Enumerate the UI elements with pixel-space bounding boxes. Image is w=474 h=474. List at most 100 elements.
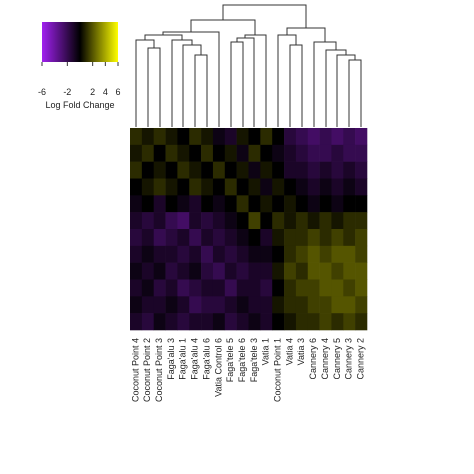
heatmap-cell	[224, 212, 237, 230]
column-label: Faga'alu 6	[201, 338, 211, 380]
heatmap-cell	[295, 262, 309, 280]
column-label: Faga'alu 4	[190, 338, 200, 380]
heatmap-cell	[319, 195, 332, 213]
heatmap-cell	[236, 279, 249, 297]
heatmap-cell	[224, 178, 237, 196]
heatmap-cell	[331, 296, 344, 314]
heatmap-cell	[130, 313, 143, 331]
legend-title: Log Fold Change	[45, 100, 114, 110]
heatmap-cell	[153, 178, 166, 196]
heatmap-cell	[260, 128, 273, 146]
heatmap-cell	[153, 144, 166, 162]
key-tick-label: 6	[115, 87, 120, 97]
heatmap-cell	[177, 229, 190, 247]
key-tick-label: -2	[63, 87, 71, 97]
heatmap-cell	[319, 128, 332, 146]
heatmap-cell	[130, 262, 143, 280]
heatmap-cell	[212, 144, 226, 162]
heatmap-cell	[224, 229, 237, 247]
column-label: Cannery 5	[332, 338, 342, 380]
heatmap-cell	[331, 313, 344, 331]
heatmap-cell	[319, 229, 332, 247]
heatmap-cell	[177, 178, 190, 196]
column-label: Cannery 4	[320, 338, 330, 380]
column-label: Coconut Point 2	[142, 338, 152, 402]
heatmap-cell	[153, 161, 166, 179]
heatmap-cell	[248, 296, 261, 314]
heatmap-cell	[224, 313, 237, 331]
heatmap-cell	[177, 212, 190, 230]
heatmap-cell	[260, 144, 273, 162]
heatmap-cell	[130, 128, 143, 146]
heatmap-cell	[284, 144, 297, 162]
column-label: Vatia 4	[284, 338, 294, 365]
heatmap-cell	[319, 144, 332, 162]
heatmap-cell	[343, 245, 356, 263]
heatmap-cell	[236, 229, 249, 247]
heatmap-cell	[260, 296, 273, 314]
heatmap-cell	[130, 161, 143, 179]
heatmap-cell	[141, 161, 154, 179]
heatmap-cell	[130, 212, 143, 230]
heatmap-cell	[295, 313, 309, 331]
heatmap-cell	[272, 128, 285, 146]
heatmap-cell	[272, 161, 285, 179]
heatmap-cell	[141, 212, 154, 230]
heatmap-cell	[248, 262, 261, 280]
heatmap-cell	[248, 279, 261, 297]
heatmap-cell	[212, 296, 226, 314]
column-label: Cannery 3	[344, 338, 354, 380]
heatmap-cell	[248, 195, 261, 213]
heatmap-cell	[236, 245, 249, 263]
heatmap-cell	[201, 279, 214, 297]
heatmap-cell	[331, 128, 344, 146]
heatmap-cell	[130, 144, 143, 162]
heatmap-cell	[201, 245, 214, 263]
heatmap-cell	[224, 296, 237, 314]
heatmap-cell	[248, 245, 261, 263]
heatmap-cell	[355, 262, 368, 280]
column-label: Cannery 6	[308, 338, 318, 380]
column-label: Coconut Point 4	[130, 338, 140, 402]
heatmap-cell	[224, 161, 237, 179]
heatmap-cell	[201, 313, 214, 331]
heatmap-cell	[165, 262, 178, 280]
column-label: Faga'tele 6	[237, 338, 247, 382]
heatmap-cell	[141, 128, 154, 146]
heatmap-cell	[295, 195, 309, 213]
heatmap-cell	[260, 195, 273, 213]
heatmap-cell	[141, 144, 154, 162]
heatmap-cell	[284, 195, 297, 213]
heatmap-cell	[343, 279, 356, 297]
heatmap-cell	[295, 212, 309, 230]
heatmap-cell	[331, 229, 344, 247]
heatmap-cell	[189, 313, 202, 331]
heatmap-cell	[331, 212, 344, 230]
heatmap-cell	[165, 128, 178, 146]
heatmap-cell	[224, 262, 237, 280]
heatmap-cell	[201, 262, 214, 280]
heatmap-cell	[165, 195, 178, 213]
heatmap-cell	[260, 229, 273, 247]
column-label: Coconut Point 3	[154, 338, 164, 402]
heatmap-cell	[165, 296, 178, 314]
column-label: Coconut Point 1	[273, 338, 283, 402]
heatmap-cell	[331, 279, 344, 297]
heatmap-cell	[272, 229, 285, 247]
heatmap-cell	[153, 296, 166, 314]
heatmap-cell	[248, 128, 261, 146]
heatmap-cell	[189, 279, 202, 297]
heatmap-cell	[284, 229, 297, 247]
heatmap-cell	[284, 161, 297, 179]
heatmap-cell	[355, 178, 368, 196]
heatmap-cell	[177, 296, 190, 314]
heatmap-cell	[165, 313, 178, 331]
heatmap-cell	[331, 262, 344, 280]
heatmap-cell	[212, 279, 226, 297]
heatmap-cell	[141, 279, 154, 297]
heatmap-cell	[212, 212, 226, 230]
color-key	[42, 22, 118, 62]
heatmap-cell	[141, 195, 154, 213]
heatmap-cell	[260, 262, 273, 280]
